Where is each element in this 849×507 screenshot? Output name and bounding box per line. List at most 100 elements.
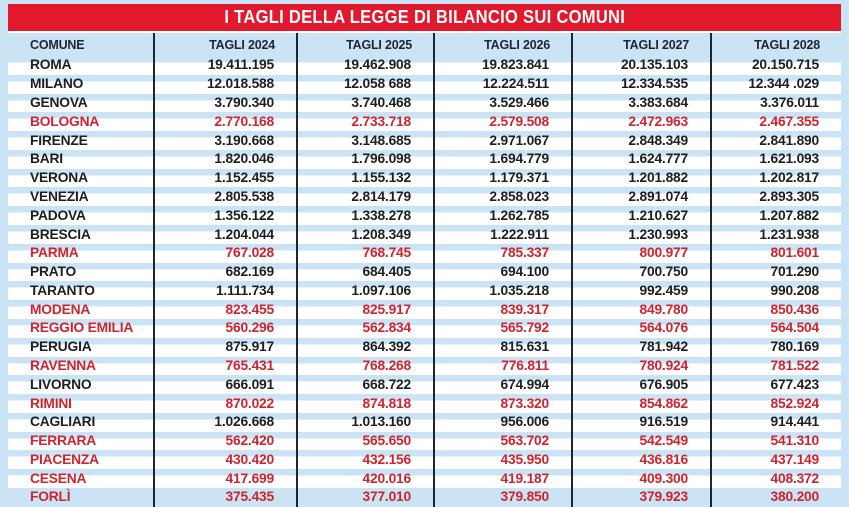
tagli-2026-cell: 19.823.841 — [435, 56, 573, 75]
tagli-2025-value: 1.338.278 — [351, 207, 411, 223]
tagli-2025-cell: 1.013.160 — [298, 412, 435, 432]
tagli-2026-cell: 839.317 — [435, 300, 573, 319]
comune-label: GENOVA — [30, 95, 88, 111]
tagli-2026-cell: 1.262.785 — [435, 206, 573, 226]
comune-label: MILANO — [30, 76, 84, 92]
tagli-2026-cell: 1.694.779 — [435, 149, 573, 169]
comune-cell: RIMINI — [8, 394, 155, 413]
tagli-2028-cell: 3.376.011 — [712, 94, 841, 113]
tagli-2028-cell: 677.423 — [712, 375, 841, 394]
tagli-2026-value: 839.317 — [500, 301, 550, 317]
tagli-2027-cell: 780.924 — [573, 356, 712, 376]
tagli-2026-value: 565.792 — [500, 320, 550, 336]
tagli-2026-value: 2.579.508 — [489, 113, 549, 129]
tagli-2024-value: 682.169 — [225, 264, 275, 280]
comune-cell: MODENA — [8, 300, 155, 319]
tagli-2025-value: 668.722 — [362, 376, 412, 392]
tagli-2025-cell: 1.097.106 — [298, 281, 435, 301]
tagli-2024-value: 1.026.668 — [214, 414, 274, 430]
tagli-2025-value: 12.058 688 — [343, 76, 411, 92]
tagli-2024-cell: 1.026.668 — [155, 412, 298, 432]
tagli-2028-value: 780.169 — [770, 339, 820, 355]
table-row: MILANO 12.018.588 12.058 688 12.224.511 … — [8, 74, 841, 94]
tagli-2026-cell: 2.579.508 — [435, 112, 573, 132]
tagli-2024-cell: 823.455 — [155, 300, 298, 319]
tagli-2027-cell: 916.519 — [573, 412, 712, 432]
tagli-2028-value: 12.344 .029 — [748, 76, 819, 92]
tagli-2026-cell: 873.320 — [435, 394, 573, 413]
comune-cell: PRATO — [8, 262, 155, 282]
tagli-2024-cell: 375.435 — [155, 487, 298, 507]
tagli-2028-value: 408.372 — [770, 470, 820, 486]
tagli-2026-cell: 674.994 — [435, 375, 573, 395]
tagli-2024-cell: 1.204.044 — [155, 225, 298, 244]
tagli-2027-cell: 992.459 — [573, 281, 712, 301]
tagli-2024-cell: 2.770.168 — [155, 112, 298, 132]
tagli-2027-value: 992.459 — [639, 282, 689, 298]
tagli-2024-cell: 562.420 — [155, 431, 298, 451]
tagli-2026-cell: 419.187 — [435, 469, 573, 488]
tagli-2027-cell: 542.549 — [573, 431, 712, 451]
comune-cell: CESENA — [8, 469, 155, 488]
table-header-row: COMUNE TAGLI 2024 TAGLI 2025 TAGLI 2026 … — [8, 33, 841, 56]
table-row: PADOVA 1.356.122 1.338.278 1.262.785 1.2… — [8, 206, 841, 226]
comune-label: PADOVA — [30, 207, 86, 223]
tagli-2025-cell: 420.016 — [298, 469, 435, 488]
tagli-2024-cell: 417.699 — [155, 469, 298, 488]
tagli-2027-cell: 1.230.993 — [573, 225, 712, 244]
tagli-2025-cell: 1.796.098 — [298, 149, 435, 169]
column-header-tagli-2027: TAGLI 2027 — [573, 33, 712, 56]
tagli-2027-value: 542.549 — [639, 433, 689, 449]
tagli-2025-cell: 825.917 — [298, 300, 435, 319]
tagli-2025-cell: 2.814.179 — [298, 187, 435, 207]
tagli-2028-value: 541.310 — [770, 433, 820, 449]
tagli-2026-cell: 694.100 — [435, 262, 573, 282]
tagli-2027-cell: 2.891.074 — [573, 187, 712, 207]
tagli-2026-cell: 776.811 — [435, 356, 573, 376]
column-header-tagli-2028: TAGLI 2028 — [754, 38, 820, 52]
tagli-2028-value: 2.841.890 — [759, 132, 819, 148]
comune-label: PIACENZA — [30, 451, 99, 467]
tagli-2026-cell: 565.792 — [435, 318, 573, 338]
comune-label: PERUGIA — [30, 339, 92, 355]
comune-label: CESENA — [30, 470, 87, 486]
table-row: BRESCIA 1.204.044 1.208.349 1.222.911 1.… — [8, 225, 841, 244]
tagli-2026-value: 1.262.785 — [489, 207, 549, 223]
tagli-2025-value: 2.733.718 — [351, 113, 411, 129]
tagli-2026-cell: 785.337 — [435, 243, 573, 263]
tagli-2026-value: 3.529.466 — [489, 95, 549, 111]
tagli-2024-value: 666.091 — [225, 376, 275, 392]
tagli-2026-value: 815.631 — [500, 339, 550, 355]
tagli-2025-cell: 874.818 — [298, 394, 435, 413]
comune-cell: FORLÌ — [8, 487, 155, 507]
comune-label: VENEZIA — [30, 188, 89, 204]
tagli-2024-value: 767.028 — [225, 245, 275, 261]
tagli-2028-cell: 1.202.817 — [712, 169, 841, 188]
tagli-2028-cell: 20.150.715 — [712, 56, 841, 75]
comune-label: REGGIO EMILIA — [30, 320, 134, 336]
tagli-2025-value: 1.097.106 — [351, 282, 411, 298]
table-title-banner: I TAGLI DELLA LEGGE DI BILANCIO SUI COMU… — [8, 4, 841, 31]
tagli-2028-cell: 801.601 — [712, 244, 841, 263]
tagli-2027-cell: 1.210.627 — [573, 206, 712, 226]
tagli-2028-value: 801.601 — [770, 245, 820, 261]
tagli-2027-cell: 379.923 — [573, 487, 712, 507]
tagli-2026-cell: 379.850 — [435, 487, 573, 507]
tagli-2027-cell: 564.076 — [573, 318, 712, 338]
tagli-2024-cell: 1.820.046 — [155, 149, 298, 169]
table-row: TARANTO 1.111.734 1.097.106 1.035.218 99… — [8, 281, 841, 301]
comune-cell: PIACENZA — [8, 450, 155, 470]
table-row: FORLÌ 375.435 377.010 379.850 379.923 38… — [8, 487, 841, 507]
comune-cell: PERUGIA — [8, 337, 155, 357]
table-row: RAVENNA 765.431 768.268 776.811 780.924 … — [8, 356, 841, 376]
tagli-2024-value: 2.805.538 — [214, 188, 274, 204]
tagli-2027-value: 854.862 — [639, 395, 689, 411]
tagli-2027-value: 781.942 — [639, 339, 689, 355]
comune-cell: FERRARA — [8, 431, 155, 451]
tagli-2025-cell: 1.155.132 — [298, 168, 435, 188]
tagli-2028-value: 677.423 — [770, 376, 820, 392]
tagli-2024-cell: 765.431 — [155, 356, 298, 376]
comune-cell: VERONA — [8, 168, 155, 188]
table-row: VENEZIA 2.805.538 2.814.179 2.858.023 2.… — [8, 187, 841, 207]
tagli-2026-value: 563.702 — [500, 433, 550, 449]
